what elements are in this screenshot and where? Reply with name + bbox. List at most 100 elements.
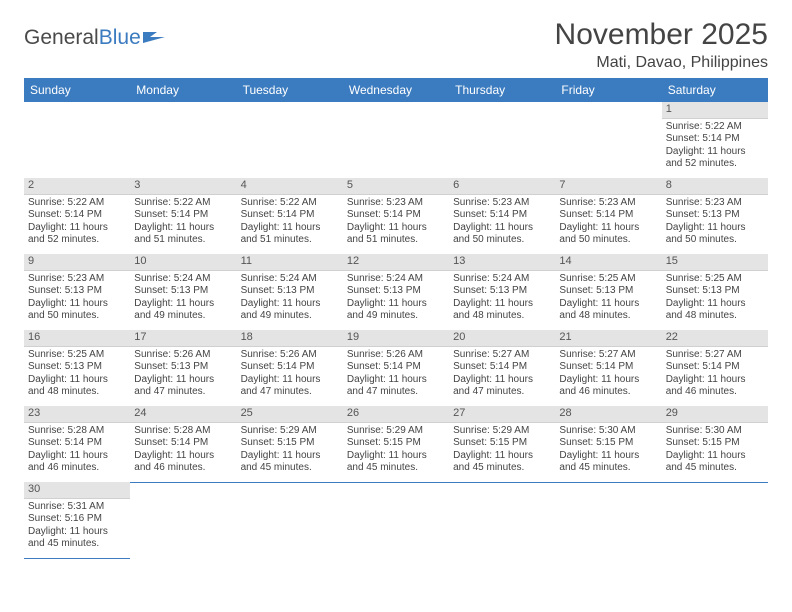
day-details: Sunrise: 5:30 AMSunset: 5:15 PMDaylight:… xyxy=(662,423,768,483)
calendar-cell xyxy=(130,102,236,178)
day-details: Sunrise: 5:25 AMSunset: 5:13 PMDaylight:… xyxy=(555,271,661,331)
calendar-cell: 7Sunrise: 5:23 AMSunset: 5:14 PMDaylight… xyxy=(555,178,661,254)
calendar-cell: 10Sunrise: 5:24 AMSunset: 5:13 PMDayligh… xyxy=(130,254,236,330)
day-details: Sunrise: 5:26 AMSunset: 5:13 PMDaylight:… xyxy=(130,347,236,407)
calendar-cell xyxy=(662,482,768,558)
day-details: Sunrise: 5:24 AMSunset: 5:13 PMDaylight:… xyxy=(237,271,343,331)
day-number: 3 xyxy=(130,178,236,195)
day-number: 25 xyxy=(237,406,343,423)
calendar-cell: 25Sunrise: 5:29 AMSunset: 5:15 PMDayligh… xyxy=(237,406,343,482)
day-number: 16 xyxy=(24,330,130,347)
day-details: Sunrise: 5:31 AMSunset: 5:16 PMDaylight:… xyxy=(24,499,130,559)
day-number: 18 xyxy=(237,330,343,347)
calendar-cell: 14Sunrise: 5:25 AMSunset: 5:13 PMDayligh… xyxy=(555,254,661,330)
calendar-cell: 26Sunrise: 5:29 AMSunset: 5:15 PMDayligh… xyxy=(343,406,449,482)
day-details: Sunrise: 5:29 AMSunset: 5:15 PMDaylight:… xyxy=(449,423,555,483)
calendar-cell: 16Sunrise: 5:25 AMSunset: 5:13 PMDayligh… xyxy=(24,330,130,406)
day-details: Sunrise: 5:29 AMSunset: 5:15 PMDaylight:… xyxy=(237,423,343,483)
day-number: 15 xyxy=(662,254,768,271)
day-details: Sunrise: 5:24 AMSunset: 5:13 PMDaylight:… xyxy=(343,271,449,331)
header: GeneralBlue November 2025 Mati, Davao, P… xyxy=(24,18,768,72)
day-number: 22 xyxy=(662,330,768,347)
day-header: Friday xyxy=(555,78,661,102)
day-details: Sunrise: 5:25 AMSunset: 5:13 PMDaylight:… xyxy=(662,271,768,331)
day-details: Sunrise: 5:23 AMSunset: 5:13 PMDaylight:… xyxy=(662,195,768,255)
day-details: Sunrise: 5:22 AMSunset: 5:14 PMDaylight:… xyxy=(237,195,343,255)
title-block: November 2025 Mati, Davao, Philippines xyxy=(555,18,768,72)
day-header: Tuesday xyxy=(237,78,343,102)
calendar-cell: 15Sunrise: 5:25 AMSunset: 5:13 PMDayligh… xyxy=(662,254,768,330)
day-number: 27 xyxy=(449,406,555,423)
calendar-cell: 5Sunrise: 5:23 AMSunset: 5:14 PMDaylight… xyxy=(343,178,449,254)
day-number: 30 xyxy=(24,482,130,499)
calendar-cell: 20Sunrise: 5:27 AMSunset: 5:14 PMDayligh… xyxy=(449,330,555,406)
calendar-cell: 3Sunrise: 5:22 AMSunset: 5:14 PMDaylight… xyxy=(130,178,236,254)
day-number: 26 xyxy=(343,406,449,423)
calendar-cell: 27Sunrise: 5:29 AMSunset: 5:15 PMDayligh… xyxy=(449,406,555,482)
day-number: 13 xyxy=(449,254,555,271)
calendar-cell xyxy=(24,102,130,178)
calendar-cell: 30Sunrise: 5:31 AMSunset: 5:16 PMDayligh… xyxy=(24,482,130,558)
calendar-cell: 24Sunrise: 5:28 AMSunset: 5:14 PMDayligh… xyxy=(130,406,236,482)
day-header: Saturday xyxy=(662,78,768,102)
calendar-cell xyxy=(449,102,555,178)
day-details: Sunrise: 5:30 AMSunset: 5:15 PMDaylight:… xyxy=(555,423,661,483)
day-details: Sunrise: 5:27 AMSunset: 5:14 PMDaylight:… xyxy=(662,347,768,407)
day-number: 23 xyxy=(24,406,130,423)
calendar-cell xyxy=(555,102,661,178)
day-details: Sunrise: 5:28 AMSunset: 5:14 PMDaylight:… xyxy=(24,423,130,483)
day-details: Sunrise: 5:27 AMSunset: 5:14 PMDaylight:… xyxy=(555,347,661,407)
day-number: 14 xyxy=(555,254,661,271)
day-details: Sunrise: 5:23 AMSunset: 5:14 PMDaylight:… xyxy=(449,195,555,255)
day-header: Wednesday xyxy=(343,78,449,102)
day-number: 21 xyxy=(555,330,661,347)
calendar-table: SundayMondayTuesdayWednesdayThursdayFrid… xyxy=(24,78,768,558)
day-details: Sunrise: 5:29 AMSunset: 5:15 PMDaylight:… xyxy=(343,423,449,483)
logo-flag-icon xyxy=(143,30,165,44)
calendar-cell xyxy=(449,482,555,558)
day-details: Sunrise: 5:25 AMSunset: 5:13 PMDaylight:… xyxy=(24,347,130,407)
calendar-cell: 6Sunrise: 5:23 AMSunset: 5:14 PMDaylight… xyxy=(449,178,555,254)
calendar-body: 1Sunrise: 5:22 AMSunset: 5:14 PMDaylight… xyxy=(24,102,768,558)
day-number: 4 xyxy=(237,178,343,195)
day-number: 2 xyxy=(24,178,130,195)
calendar-cell xyxy=(343,102,449,178)
logo-text-blue: Blue xyxy=(99,26,141,50)
calendar-cell: 4Sunrise: 5:22 AMSunset: 5:14 PMDaylight… xyxy=(237,178,343,254)
calendar-cell: 13Sunrise: 5:24 AMSunset: 5:13 PMDayligh… xyxy=(449,254,555,330)
day-header: Sunday xyxy=(24,78,130,102)
day-number: 8 xyxy=(662,178,768,195)
calendar-cell: 18Sunrise: 5:26 AMSunset: 5:14 PMDayligh… xyxy=(237,330,343,406)
calendar-cell: 12Sunrise: 5:24 AMSunset: 5:13 PMDayligh… xyxy=(343,254,449,330)
day-details: Sunrise: 5:26 AMSunset: 5:14 PMDaylight:… xyxy=(343,347,449,407)
day-details: Sunrise: 5:22 AMSunset: 5:14 PMDaylight:… xyxy=(24,195,130,255)
calendar-cell xyxy=(343,482,449,558)
day-details: Sunrise: 5:23 AMSunset: 5:14 PMDaylight:… xyxy=(555,195,661,255)
day-details: Sunrise: 5:28 AMSunset: 5:14 PMDaylight:… xyxy=(130,423,236,483)
day-number: 17 xyxy=(130,330,236,347)
day-details: Sunrise: 5:24 AMSunset: 5:13 PMDaylight:… xyxy=(130,271,236,331)
day-number: 19 xyxy=(343,330,449,347)
day-number: 5 xyxy=(343,178,449,195)
day-number: 29 xyxy=(662,406,768,423)
day-header: Monday xyxy=(130,78,236,102)
day-header: Thursday xyxy=(449,78,555,102)
day-details: Sunrise: 5:26 AMSunset: 5:14 PMDaylight:… xyxy=(237,347,343,407)
day-number: 9 xyxy=(24,254,130,271)
calendar-cell: 29Sunrise: 5:30 AMSunset: 5:15 PMDayligh… xyxy=(662,406,768,482)
calendar-cell: 22Sunrise: 5:27 AMSunset: 5:14 PMDayligh… xyxy=(662,330,768,406)
calendar-cell xyxy=(130,482,236,558)
calendar-cell: 9Sunrise: 5:23 AMSunset: 5:13 PMDaylight… xyxy=(24,254,130,330)
day-details: Sunrise: 5:22 AMSunset: 5:14 PMDaylight:… xyxy=(130,195,236,255)
location: Mati, Davao, Philippines xyxy=(555,54,768,72)
day-number: 12 xyxy=(343,254,449,271)
day-number: 20 xyxy=(449,330,555,347)
calendar-cell: 21Sunrise: 5:27 AMSunset: 5:14 PMDayligh… xyxy=(555,330,661,406)
day-details: Sunrise: 5:24 AMSunset: 5:13 PMDaylight:… xyxy=(449,271,555,331)
calendar-cell: 23Sunrise: 5:28 AMSunset: 5:14 PMDayligh… xyxy=(24,406,130,482)
day-details: Sunrise: 5:23 AMSunset: 5:14 PMDaylight:… xyxy=(343,195,449,255)
day-number: 1 xyxy=(662,102,768,119)
day-details: Sunrise: 5:23 AMSunset: 5:13 PMDaylight:… xyxy=(24,271,130,331)
day-details: Sunrise: 5:22 AMSunset: 5:14 PMDaylight:… xyxy=(662,119,768,179)
calendar-header-row: SundayMondayTuesdayWednesdayThursdayFrid… xyxy=(24,78,768,102)
